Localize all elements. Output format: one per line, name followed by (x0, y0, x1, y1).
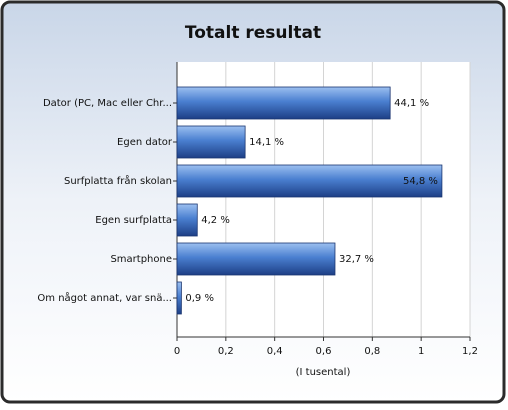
value-label: 44,1 % (394, 98, 429, 109)
x-tick-label: 1 (418, 346, 424, 357)
value-label: 0,9 % (185, 293, 214, 304)
y-tick-label: Smartphone (110, 254, 172, 265)
y-tick-label: Egen dator (117, 137, 173, 148)
x-tick-label: 1,2 (462, 346, 478, 357)
y-tick-label: Dator (PC, Mac eller Chr... (43, 98, 172, 109)
y-tick-label: Surfplatta från skolan (64, 174, 172, 187)
x-tick-label: 0,2 (218, 346, 234, 357)
x-tick-label: 0 (174, 346, 180, 357)
value-label: 14,1 % (249, 137, 284, 148)
y-tick-label: Om något annat, var snä... (37, 291, 172, 304)
x-axis-label: (I tusental) (296, 367, 351, 378)
bar (176, 281, 182, 315)
chart-title: Totalt resultat (185, 23, 321, 43)
bar (176, 125, 246, 159)
value-label: 32,7 % (339, 254, 374, 265)
bar (176, 203, 198, 237)
x-tick-label: 0,4 (267, 346, 283, 357)
value-label: 4,2 % (201, 215, 230, 226)
bar (176, 86, 391, 120)
y-tick-label: Egen surfplatta (95, 215, 172, 226)
x-tick-label: 0,8 (364, 346, 380, 357)
bar (176, 242, 336, 276)
bar (176, 164, 443, 198)
x-tick-label: 0,6 (316, 346, 332, 357)
value-label: 54,8 % (403, 176, 438, 187)
